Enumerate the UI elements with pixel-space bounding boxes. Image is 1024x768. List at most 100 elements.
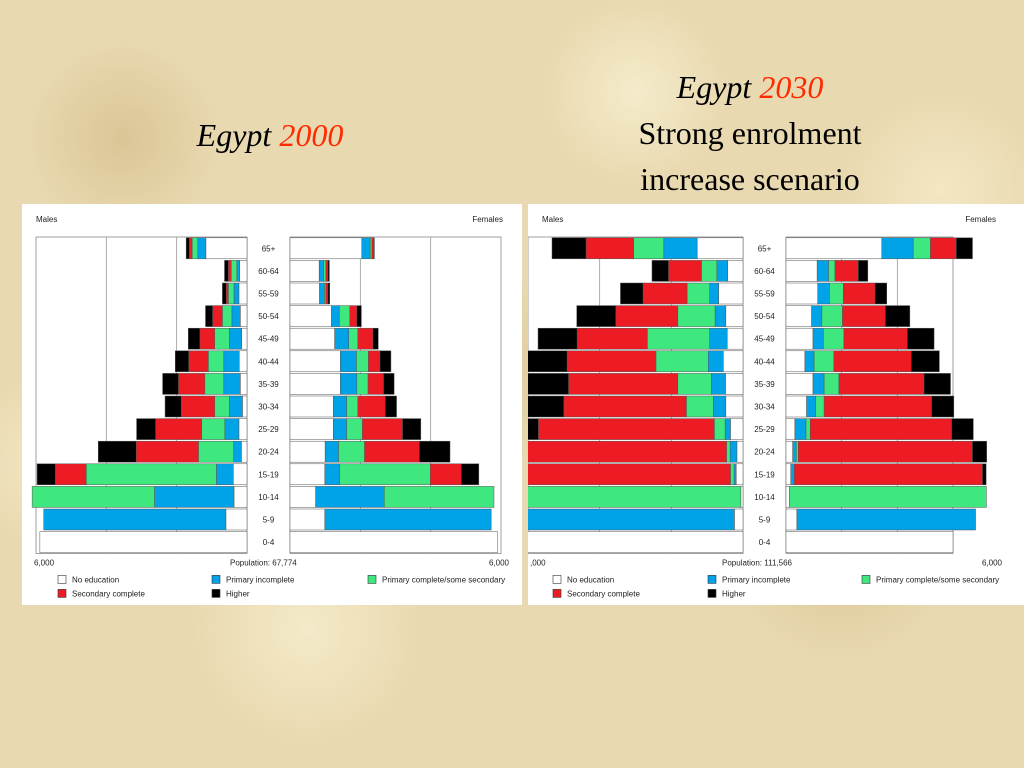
bar-female-primary-complete — [338, 305, 351, 327]
bar-male-primary-incomplete — [528, 508, 735, 531]
age-label: 35-39 — [754, 380, 775, 389]
bar-female-primary-complete — [821, 305, 843, 327]
bar-female-primary-incomplete — [340, 373, 358, 395]
legend-swatch-higher — [707, 589, 717, 598]
bar-female-primary-incomplete — [790, 463, 795, 486]
bar-male-no-education — [723, 350, 744, 373]
age-label: 0-4 — [759, 538, 771, 547]
bar-female-primary-complete — [789, 486, 987, 508]
bar-female-secondary-complete — [794, 463, 983, 486]
bar-male-primary-complete — [201, 418, 226, 440]
bar-male-primary-incomplete — [716, 260, 728, 282]
bar-female-secondary-complete — [371, 237, 374, 260]
bar-female-higher — [327, 260, 330, 282]
age-label: 25-29 — [258, 425, 279, 434]
age-label: 40-44 — [258, 357, 279, 366]
bar-male-primary-incomplete — [223, 350, 240, 373]
pyramid-svg: Males Females 65+ 60-64 55-59 50-54 45-49 40-44… — [31, 215, 510, 598]
legend-swatch-primary-complete — [861, 575, 871, 584]
bar-male-primary-incomplete — [709, 282, 719, 305]
title-year: 2030 — [759, 69, 824, 105]
bar-male-no-education — [730, 418, 744, 440]
legend-swatch-no-education — [552, 575, 562, 584]
axis-tick-right: 6,000 — [982, 558, 1003, 567]
age-label: 45-49 — [258, 335, 279, 344]
bar-female-secondary-complete — [834, 260, 859, 282]
title-scenario-line2: increase scenario — [640, 161, 860, 197]
bar-female-secondary-complete — [367, 373, 384, 395]
bar-male-no-education — [233, 463, 248, 486]
bar-male-primary-incomplete — [154, 486, 235, 508]
bar-male-primary-incomplete — [43, 508, 227, 531]
bar-female-primary-complete — [805, 418, 811, 440]
bar-male-primary-complete — [647, 327, 710, 350]
bar-male-no-education — [718, 282, 744, 305]
bar-female-primary-incomplete — [361, 237, 371, 260]
bar-male-higher — [651, 260, 669, 282]
age-label: 45-49 — [754, 335, 775, 344]
bar-male-secondary-complete — [189, 237, 193, 260]
bar-female-primary-incomplete — [333, 418, 347, 440]
bar-male-higher — [528, 418, 539, 440]
age-label: 25-29 — [754, 425, 775, 434]
bar-female-higher — [951, 418, 974, 440]
bar-male-higher — [551, 237, 587, 260]
legend-label-primary-incomplete: Primary incomplete — [722, 575, 791, 584]
bar-female-primary-complete — [338, 440, 365, 463]
bar-male-higher — [205, 305, 213, 327]
bar-female-no-education — [289, 237, 362, 260]
legend-swatch-no-education — [57, 575, 67, 584]
bar-male-primary-complete — [204, 373, 225, 395]
bar-male-primary-incomplete — [733, 463, 737, 486]
bar-male-primary-incomplete — [233, 282, 240, 305]
age-label: 10-14 — [754, 493, 775, 502]
bar-male-secondary-complete — [155, 418, 202, 440]
bar-female-primary-complete — [323, 260, 327, 282]
bar-male-no-education — [39, 531, 248, 553]
bar-female-higher — [327, 282, 330, 305]
bar-female-secondary-complete — [843, 282, 876, 305]
bar-male-primary-complete — [228, 282, 235, 305]
bar-male-primary-incomplete — [724, 418, 731, 440]
bar-female-no-education — [785, 531, 954, 553]
bar-male-no-education — [242, 395, 248, 418]
bar-female-higher — [874, 282, 888, 305]
axis-tick-left: ,000 — [530, 558, 546, 567]
bar-female-primary-incomplete — [812, 373, 825, 395]
bar-male-no-education — [735, 463, 744, 486]
bar-female-higher — [402, 418, 422, 440]
bar-male-primary-incomplete — [233, 440, 242, 463]
bar-male-secondary-complete — [228, 260, 232, 282]
bar-male-primary-incomplete — [663, 237, 698, 260]
bar-male-primary-complete — [222, 305, 233, 327]
bar-male-no-education — [734, 508, 744, 531]
bar-female-no-education — [289, 440, 326, 463]
bar-male-primary-incomplete — [216, 463, 234, 486]
age-label: 65+ — [758, 244, 772, 253]
bar-female-no-education — [289, 508, 326, 531]
bar-female-secondary-complete — [364, 440, 420, 463]
bar-male-primary-incomplete — [229, 327, 242, 350]
bar-male-higher — [185, 237, 190, 260]
chart-title-right: Egypt 2030 Strong enrolment increase sce… — [560, 64, 940, 202]
bar-female-primary-incomplete — [794, 418, 807, 440]
bar-female-no-education — [289, 282, 320, 305]
bar-female-primary-incomplete — [324, 440, 339, 463]
legend-label-no-education: No education — [567, 575, 614, 584]
bar-male-primary-complete — [686, 282, 710, 305]
bar-female-no-education — [289, 305, 332, 327]
bar-female-no-education — [785, 327, 814, 350]
bar-female-no-education — [785, 282, 818, 305]
bar-male-secondary-complete — [668, 260, 702, 282]
pyramid-svg: Males Females 65+ 60-64 55-59 50-54 45-49 40-44… — [528, 215, 1003, 598]
females-label: Females — [965, 215, 996, 224]
bar-female-primary-complete — [369, 237, 373, 260]
title-country: Egypt — [196, 117, 272, 153]
chart-title-left: Egypt 2000 — [100, 112, 440, 158]
bar-male-higher — [224, 260, 229, 282]
bar-female-secondary-complete — [325, 282, 329, 305]
bar-female-no-education — [785, 486, 790, 508]
bar-male-secondary-complete — [528, 463, 731, 486]
bar-female-primary-incomplete — [324, 508, 492, 531]
age-label: 65+ — [262, 244, 276, 253]
